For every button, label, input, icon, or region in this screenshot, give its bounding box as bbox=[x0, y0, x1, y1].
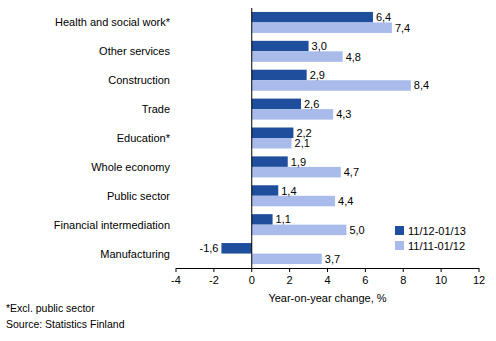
bar bbox=[252, 167, 341, 178]
legend-swatch bbox=[395, 241, 404, 250]
category-label: Whole economy bbox=[91, 161, 170, 173]
bar bbox=[252, 196, 335, 207]
bar bbox=[252, 214, 273, 225]
bar bbox=[252, 70, 307, 81]
bar bbox=[252, 185, 279, 196]
bar bbox=[252, 80, 411, 91]
bar bbox=[252, 225, 347, 236]
data-label: 4,8 bbox=[346, 51, 361, 63]
data-label: -1,6 bbox=[199, 242, 218, 254]
bar bbox=[252, 99, 301, 110]
data-label: 5,0 bbox=[349, 224, 364, 236]
bar bbox=[252, 254, 322, 264]
legend-swatch bbox=[395, 226, 404, 235]
tick bbox=[289, 268, 290, 272]
data-label: 1,9 bbox=[291, 156, 306, 168]
tick-label: 2 bbox=[287, 274, 293, 286]
note: Source: Statistics Finland bbox=[6, 318, 125, 330]
tick bbox=[176, 268, 177, 272]
bar bbox=[252, 51, 343, 62]
tick-label: -4 bbox=[171, 274, 181, 286]
tick bbox=[213, 268, 214, 272]
legend: 11/12-01/13 11/11-01/12 bbox=[395, 225, 466, 252]
data-label: 7,4 bbox=[395, 22, 410, 34]
data-label: 1,4 bbox=[281, 185, 296, 197]
bar bbox=[252, 12, 373, 23]
tick-label: 8 bbox=[400, 274, 406, 286]
data-label: 2,9 bbox=[310, 69, 325, 81]
bar bbox=[252, 128, 294, 139]
bar bbox=[252, 41, 309, 52]
category-label: Health and social work* bbox=[55, 16, 171, 28]
data-label: 4,3 bbox=[336, 108, 351, 120]
category-label: Public sector bbox=[107, 190, 170, 202]
zero-line bbox=[251, 8, 252, 268]
data-label: 6,4 bbox=[376, 11, 391, 23]
axis-title: Year-on-year change, % bbox=[268, 292, 386, 304]
tick bbox=[251, 268, 252, 272]
data-label: 8,4 bbox=[414, 79, 429, 91]
tick bbox=[327, 268, 328, 272]
chart: 6,43,02,92,62,21,91,41,1-1,67,44,88,44,3… bbox=[0, 0, 496, 341]
tick-label: -2 bbox=[209, 274, 219, 286]
category-label: Education* bbox=[117, 132, 171, 144]
tick bbox=[365, 268, 366, 272]
legend-label: 11/11-01/12 bbox=[408, 240, 465, 252]
bar bbox=[252, 156, 288, 167]
data-label: 1,1 bbox=[276, 213, 291, 225]
category-label: Other services bbox=[99, 45, 170, 57]
tick bbox=[479, 268, 480, 272]
tick bbox=[441, 268, 442, 272]
bar bbox=[252, 138, 292, 149]
data-labels: 6,43,02,92,62,21,91,41,1-1,67,44,88,44,3… bbox=[199, 11, 429, 265]
data-label: 4,4 bbox=[338, 195, 353, 207]
bar bbox=[221, 243, 251, 254]
legend-label: 11/12-01/13 bbox=[408, 225, 466, 237]
data-label: 2,6 bbox=[304, 98, 319, 110]
category-label: Manufacturing bbox=[100, 248, 170, 260]
category-label: Financial intermediation bbox=[54, 219, 170, 231]
data-label: 3,0 bbox=[312, 40, 327, 52]
data-label: 3,7 bbox=[325, 253, 340, 265]
data-label: 4,7 bbox=[344, 166, 359, 178]
tick-label: 10 bbox=[435, 274, 447, 286]
tick-label: 6 bbox=[362, 274, 368, 286]
category-label: Construction bbox=[108, 74, 170, 86]
tick-label: 4 bbox=[324, 274, 330, 286]
tick-label: 0 bbox=[249, 274, 255, 286]
tick bbox=[403, 268, 404, 272]
data-label: 2,1 bbox=[295, 137, 310, 149]
note: *Excl. public sector bbox=[6, 302, 95, 314]
bar bbox=[252, 22, 392, 32]
bars bbox=[221, 12, 410, 264]
category-label: Trade bbox=[142, 103, 170, 115]
bar bbox=[252, 109, 333, 120]
tick-label: 12 bbox=[473, 274, 485, 286]
